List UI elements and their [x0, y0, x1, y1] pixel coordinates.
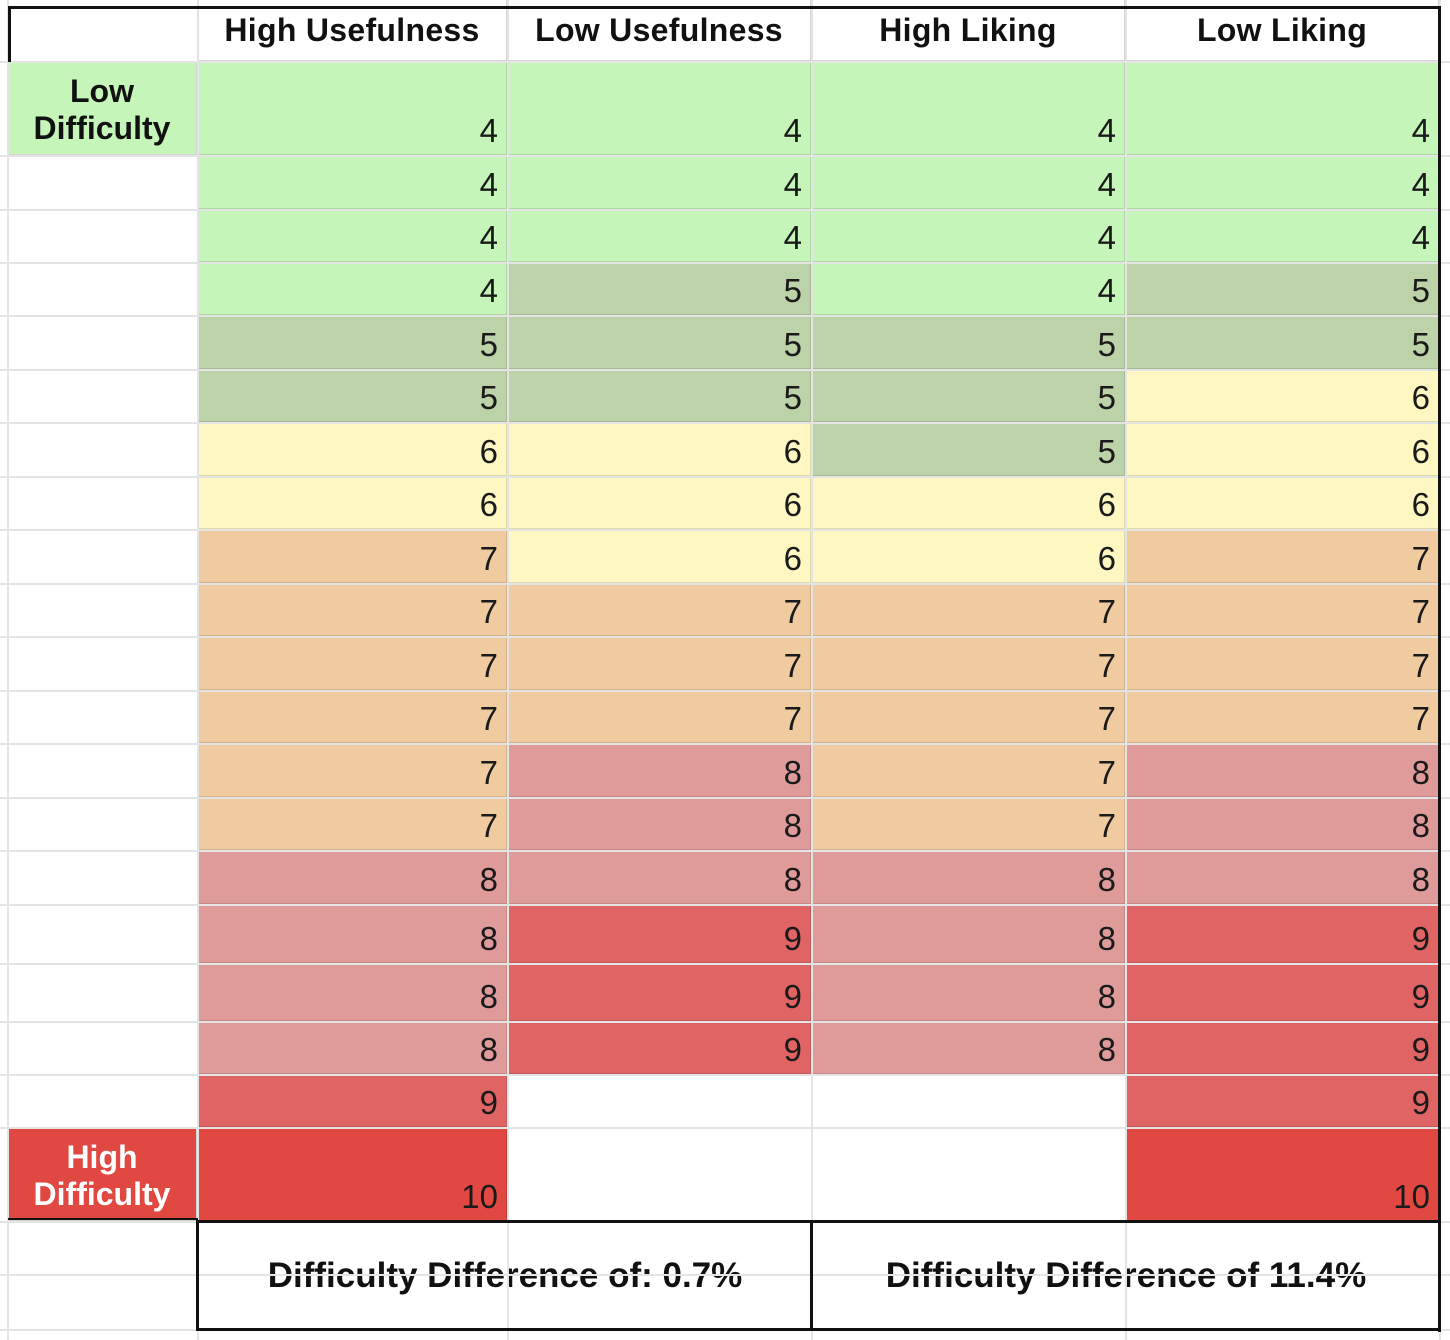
value-cell-low-liking-row-14[interactable]: 8 — [1126, 798, 1440, 851]
value-cell-high-usefulness-row-14[interactable]: 7 — [198, 798, 508, 851]
value-cell-low-liking-row-17[interactable]: 9 — [1126, 964, 1440, 1022]
table-border-line — [1438, 6, 1441, 1332]
value-cell-high-usefulness-row-1[interactable]: 4 — [198, 62, 508, 156]
value-cell-high-usefulness-row-16[interactable]: 8 — [198, 905, 508, 964]
value-cell-high-liking-row-10[interactable]: 7 — [812, 584, 1126, 637]
value-cell-low-usefulness-row-4[interactable]: 5 — [508, 263, 812, 316]
table-border-line — [196, 1220, 1441, 1223]
value-cell-high-liking-row-7[interactable]: 5 — [812, 423, 1126, 477]
column-header-high-liking[interactable]: High Liking — [812, 0, 1126, 62]
value-cell-high-usefulness-row-6[interactable]: 5 — [198, 370, 508, 423]
value-cell-low-liking-row-5[interactable]: 5 — [1126, 316, 1440, 370]
value-cell-low-usefulness-row-3[interactable]: 4 — [508, 210, 812, 263]
value-cell-low-usefulness-row-8[interactable]: 6 — [508, 477, 812, 530]
table-border-line — [810, 1220, 813, 1330]
value-cell-low-liking-row-1[interactable]: 4 — [1126, 62, 1440, 156]
value-cell-high-usefulness-row-19[interactable]: 9 — [198, 1075, 508, 1128]
value-cell-low-liking-row-13[interactable]: 8 — [1126, 744, 1440, 798]
value-cell-high-liking-row-4[interactable]: 4 — [812, 263, 1126, 316]
table-border-line — [196, 1220, 199, 1330]
value-cell-high-usefulness-row-12[interactable]: 7 — [198, 691, 508, 744]
value-cell-low-usefulness-row-10[interactable]: 7 — [508, 584, 812, 637]
value-cell-high-usefulness-row-20[interactable]: 10 — [198, 1128, 508, 1222]
value-cell-high-usefulness-row-4[interactable]: 4 — [198, 263, 508, 316]
value-cell-low-usefulness-row-11[interactable]: 7 — [508, 637, 812, 691]
value-cell-high-liking-row-13[interactable]: 7 — [812, 744, 1126, 798]
value-cell-low-usefulness-row-12[interactable]: 7 — [508, 691, 812, 744]
table-border-line — [8, 6, 1440, 9]
value-cell-low-liking-row-4[interactable]: 5 — [1126, 263, 1440, 316]
value-cell-high-liking-row-11[interactable]: 7 — [812, 637, 1126, 691]
high-difficulty-label[interactable]: High Difficulty — [8, 1128, 198, 1222]
value-cell-high-liking-row-18[interactable]: 8 — [812, 1022, 1126, 1075]
value-cell-low-liking-row-20[interactable]: 10 — [1126, 1128, 1440, 1222]
value-cell-low-liking-row-8[interactable]: 6 — [1126, 477, 1440, 530]
value-cell-low-liking-row-9[interactable]: 7 — [1126, 530, 1440, 584]
value-cell-low-usefulness-row-1[interactable]: 4 — [508, 62, 812, 156]
value-cell-low-usefulness-row-16[interactable]: 9 — [508, 905, 812, 964]
low-difficulty-line-2: Difficulty — [33, 110, 171, 146]
value-cell-low-liking-row-16[interactable]: 9 — [1126, 905, 1440, 964]
value-cell-low-liking-row-12[interactable]: 7 — [1126, 691, 1440, 744]
value-cell-low-usefulness-row-2[interactable]: 4 — [508, 156, 812, 210]
value-cell-high-usefulness-row-18[interactable]: 8 — [198, 1022, 508, 1075]
table-border-line — [196, 1328, 1441, 1331]
high-difficulty-line-2: Difficulty — [33, 1176, 171, 1212]
column-header-low-usefulness[interactable]: Low Usefulness — [508, 0, 812, 62]
value-cell-high-usefulness-row-5[interactable]: 5 — [198, 316, 508, 370]
value-cell-high-usefulness-row-13[interactable]: 7 — [198, 744, 508, 798]
value-cell-high-usefulness-row-10[interactable]: 7 — [198, 584, 508, 637]
value-cell-low-usefulness-row-6[interactable]: 5 — [508, 370, 812, 423]
value-cell-high-usefulness-row-2[interactable]: 4 — [198, 156, 508, 210]
table-border-line — [8, 1218, 198, 1220]
value-cell-high-liking-row-17[interactable]: 8 — [812, 964, 1126, 1022]
table-border-line — [8, 6, 11, 62]
value-cell-high-liking-row-16[interactable]: 8 — [812, 905, 1126, 964]
value-cell-low-usefulness-row-18[interactable]: 9 — [508, 1022, 812, 1075]
value-cell-high-liking-row-3[interactable]: 4 — [812, 210, 1126, 263]
low-difficulty-line-1: Low — [70, 73, 134, 110]
value-cell-low-liking-row-3[interactable]: 4 — [1126, 210, 1440, 263]
value-cell-low-usefulness-row-9[interactable]: 6 — [508, 530, 812, 584]
value-cell-high-usefulness-row-8[interactable]: 6 — [198, 477, 508, 530]
value-cell-low-usefulness-row-14[interactable]: 8 — [508, 798, 812, 851]
value-cell-high-usefulness-row-17[interactable]: 8 — [198, 964, 508, 1022]
value-cell-high-liking-row-1[interactable]: 4 — [812, 62, 1126, 156]
value-cell-high-usefulness-row-15[interactable]: 8 — [198, 851, 508, 905]
value-cell-low-usefulness-row-13[interactable]: 8 — [508, 744, 812, 798]
value-cell-high-liking-row-2[interactable]: 4 — [812, 156, 1126, 210]
value-cell-low-liking-row-11[interactable]: 7 — [1126, 637, 1440, 691]
value-cell-low-liking-row-15[interactable]: 8 — [1126, 851, 1440, 905]
value-cell-high-liking-row-5[interactable]: 5 — [812, 316, 1126, 370]
high-difficulty-line-1: High — [66, 1139, 138, 1176]
value-cell-high-liking-row-15[interactable]: 8 — [812, 851, 1126, 905]
value-cell-low-usefulness-row-7[interactable]: 6 — [508, 423, 812, 477]
value-cell-low-usefulness-row-15[interactable]: 8 — [508, 851, 812, 905]
value-cell-low-liking-row-19[interactable]: 9 — [1126, 1075, 1440, 1128]
value-cell-low-liking-row-6[interactable]: 6 — [1126, 370, 1440, 423]
value-cell-low-liking-row-2[interactable]: 4 — [1126, 156, 1440, 210]
low-difficulty-label[interactable]: Low Difficulty — [8, 62, 198, 156]
value-cell-high-liking-row-14[interactable]: 7 — [812, 798, 1126, 851]
value-cell-low-liking-row-10[interactable]: 7 — [1126, 584, 1440, 637]
value-cell-low-liking-row-7[interactable]: 6 — [1126, 423, 1440, 477]
value-cell-low-liking-row-18[interactable]: 9 — [1126, 1022, 1440, 1075]
column-header-high-usefulness[interactable]: High Usefulness — [198, 0, 508, 62]
value-cell-high-liking-row-8[interactable]: 6 — [812, 477, 1126, 530]
value-cell-high-liking-row-9[interactable]: 6 — [812, 530, 1126, 584]
value-cell-high-usefulness-row-7[interactable]: 6 — [198, 423, 508, 477]
column-header-low-liking[interactable]: Low Liking — [1126, 0, 1440, 62]
value-cell-high-liking-row-12[interactable]: 7 — [812, 691, 1126, 744]
value-cell-high-usefulness-row-3[interactable]: 4 — [198, 210, 508, 263]
value-cell-high-usefulness-row-11[interactable]: 7 — [198, 637, 508, 691]
value-cell-high-usefulness-row-9[interactable]: 7 — [198, 530, 508, 584]
footer-left-difference[interactable]: Difficulty Difference of: 0.7% — [198, 1222, 812, 1330]
value-cell-high-liking-row-6[interactable]: 5 — [812, 370, 1126, 423]
value-cell-low-usefulness-row-17[interactable]: 9 — [508, 964, 812, 1022]
value-cell-low-usefulness-row-5[interactable]: 5 — [508, 316, 812, 370]
